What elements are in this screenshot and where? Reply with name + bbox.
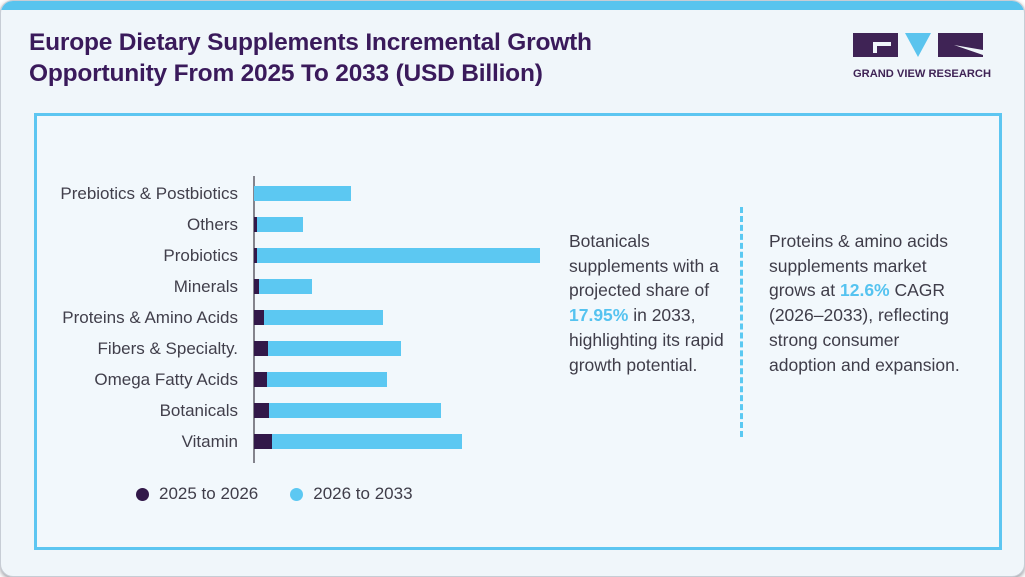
annotation-proteins: Proteins & amino acids supplements marke…	[769, 229, 963, 377]
category-label: Probiotics	[163, 245, 238, 265]
bar-segment-2026-2033	[264, 310, 383, 325]
chart-row: Vitamin	[56, 426, 540, 457]
bar-segment-2025-2026	[254, 217, 257, 232]
page-title-line1: Europe Dietary Supplements Incremental G…	[29, 29, 592, 56]
bar-track	[254, 279, 312, 294]
chart-row: Proteins & Amino Acids	[56, 302, 540, 333]
bar-segment-2025-2026	[254, 434, 272, 449]
category-label: Vitamin	[181, 431, 238, 451]
category-label: Botanicals	[159, 400, 238, 420]
bar-segment-2026-2033	[257, 217, 303, 232]
bar-track	[254, 248, 540, 263]
legend-item-2026-2033: 2026 to 2033	[290, 484, 413, 504]
legend-item-2025-2026: 2025 to 2026	[136, 484, 258, 504]
bar-track	[254, 310, 383, 325]
annotation-text: CAGR (2026–2033), reflecting strong cons…	[769, 280, 960, 375]
legend-label: 2025 to 2026	[159, 484, 259, 503]
bar-segment-2025-2026	[254, 279, 259, 294]
dashed-divider	[740, 207, 743, 437]
bar-segment-2025-2026	[254, 341, 268, 356]
bar-segment-2026-2033	[272, 434, 462, 449]
bar-track	[254, 403, 441, 418]
annotation-text: in 2033, highlighting its rapid growth p…	[569, 305, 724, 375]
bar-segment-2026-2033	[257, 248, 540, 263]
bar-track	[254, 434, 462, 449]
logo-wordmark: GRAND VIEW RESEARCH	[853, 68, 991, 80]
chart-row: Others	[56, 209, 540, 240]
bar-segment-2025-2026	[254, 403, 269, 418]
legend-dot-dark-icon	[136, 487, 149, 501]
category-label: Others	[186, 214, 238, 234]
category-label: Prebiotics & Postbiotics	[60, 183, 238, 203]
page-title-line2: Opportunity From 2025 To 2033 (USD Billi…	[29, 60, 543, 87]
bar-track	[254, 217, 303, 232]
bar-segment-2025-2026	[254, 372, 267, 387]
annotation-text: Proteins & amino acids supplements marke…	[769, 231, 948, 301]
legend-dot-blue-icon	[290, 487, 304, 501]
annotation-highlight-value: 12.6%	[840, 280, 890, 301]
bar-segment-2025-2026	[254, 310, 264, 325]
bar-segment-2026-2033	[267, 372, 387, 387]
chart-rows: Prebiotics & Postbiotics Others Probiotics…	[56, 178, 540, 457]
bar-segment-2025-2026	[254, 248, 257, 263]
chart-row: Prebiotics & Postbiotics	[56, 178, 540, 209]
chart-row: Fibers & Specialty.	[56, 333, 540, 364]
chart-row: Minerals	[56, 271, 540, 302]
chart-row: Probiotics	[56, 240, 540, 271]
category-label: Omega Fatty Acids	[94, 369, 238, 389]
bar-track	[254, 186, 351, 201]
category-label: Minerals	[173, 276, 238, 296]
chart-legend: 2025 to 2026 2026 to 2033	[136, 484, 413, 504]
chart-panel	[34, 113, 1002, 550]
legend-label: 2026 to 2033	[313, 484, 413, 503]
top-accent-strip	[1, 1, 1024, 10]
bar-track	[254, 341, 401, 356]
bar-segment-2026-2033	[269, 403, 441, 418]
annotation-botanicals: Botanicals supplements with a projected …	[569, 229, 725, 377]
grand-view-research-logo: GRAND VIEW RESEARCH	[853, 29, 993, 81]
gvr-logo-icon: GRAND VIEW RESEARCH	[853, 33, 991, 80]
page-title: Europe Dietary Supplements Incremental G…	[29, 27, 729, 89]
bar-segment-2026-2033	[259, 279, 312, 294]
category-label: Fibers & Specialty.	[97, 338, 238, 358]
annotation-highlight-value: 17.95%	[569, 305, 629, 326]
bar-segment-2026-2033	[254, 186, 351, 201]
bar-segment-2026-2033	[268, 341, 401, 356]
chart-row: Omega Fatty Acids	[56, 364, 540, 395]
category-label: Proteins & Amino Acids	[62, 307, 238, 327]
bar-track	[254, 372, 387, 387]
chart-row: Botanicals	[56, 395, 540, 426]
annotation-text: Botanicals supplements with a projected …	[569, 231, 719, 301]
